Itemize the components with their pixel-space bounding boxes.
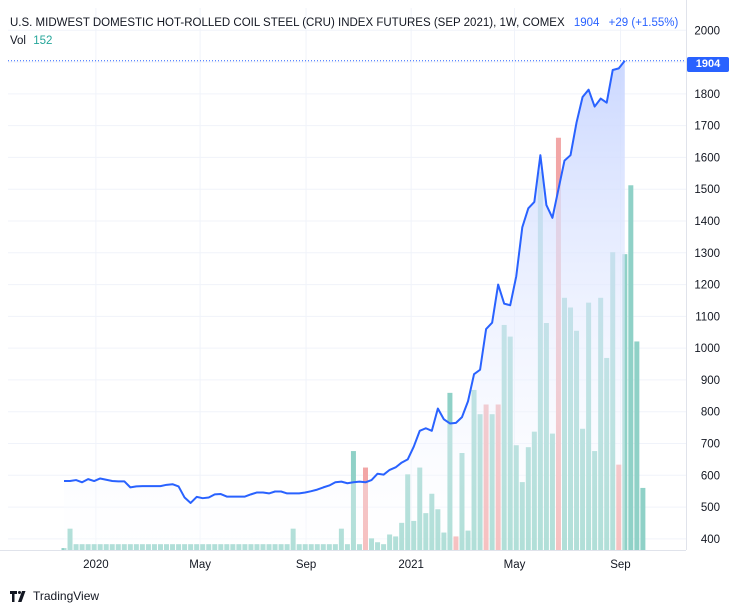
y-tick-label: 1800 [694,89,720,101]
volume-legend: Vol 152 [10,35,52,47]
price-series-line [64,60,626,504]
y-tick-label: 1400 [694,216,720,228]
chart-title: U.S. MIDWEST DOMESTIC HOT-ROLLED COIL ST… [10,17,565,29]
x-tick-label: Sep [610,559,630,571]
brand-name: TradingView [33,589,100,603]
y-tick-label: 1600 [694,152,720,164]
y-tick-label: 1500 [694,184,720,196]
x-tick-label: May [504,559,526,571]
volume-bar [640,487,646,550]
y-tick-label: 1200 [694,280,720,292]
volume-label: Vol [10,35,26,47]
price-change: +29 (+1.55%) [608,17,679,29]
last-value: 1904 [573,17,600,29]
y-tick-label: 500 [701,502,720,514]
y-tick-label: 700 [701,439,720,451]
last-price-tag: 1904 [687,57,729,72]
tradingview-brand[interactable]: TradingView [10,589,99,603]
chart-legend: U.S. MIDWEST DOMESTIC HOT-ROLLED COIL ST… [10,17,678,29]
price-area [64,60,625,550]
x-tick-label: 2021 [398,559,424,571]
volume-bar [628,185,634,550]
price-area-fill [64,60,625,550]
y-tick-label: 1700 [694,121,720,133]
y-tick-label: 600 [701,470,720,482]
x-tick-label: Sep [296,559,316,571]
y-tick-label: 2000 [694,25,720,37]
x-tick-label: 2020 [83,559,109,571]
volume-value: 152 [33,35,53,47]
y-tick-label: 800 [701,407,720,419]
axes: 2020 May Sep 2021 May Sep 400 500 600 700 800 900 10… [0,0,720,571]
tradingview-logo-icon [10,590,26,602]
y-tick-label: 1100 [695,311,720,323]
y-tick-label: 900 [701,375,720,387]
volume-bar [634,341,640,550]
price-line [8,60,686,504]
y-tick-label: 1300 [694,248,720,260]
y-tick-label: 400 [701,534,720,546]
y-tick-label: 1000 [694,343,720,355]
x-tick-label: May [189,559,211,571]
